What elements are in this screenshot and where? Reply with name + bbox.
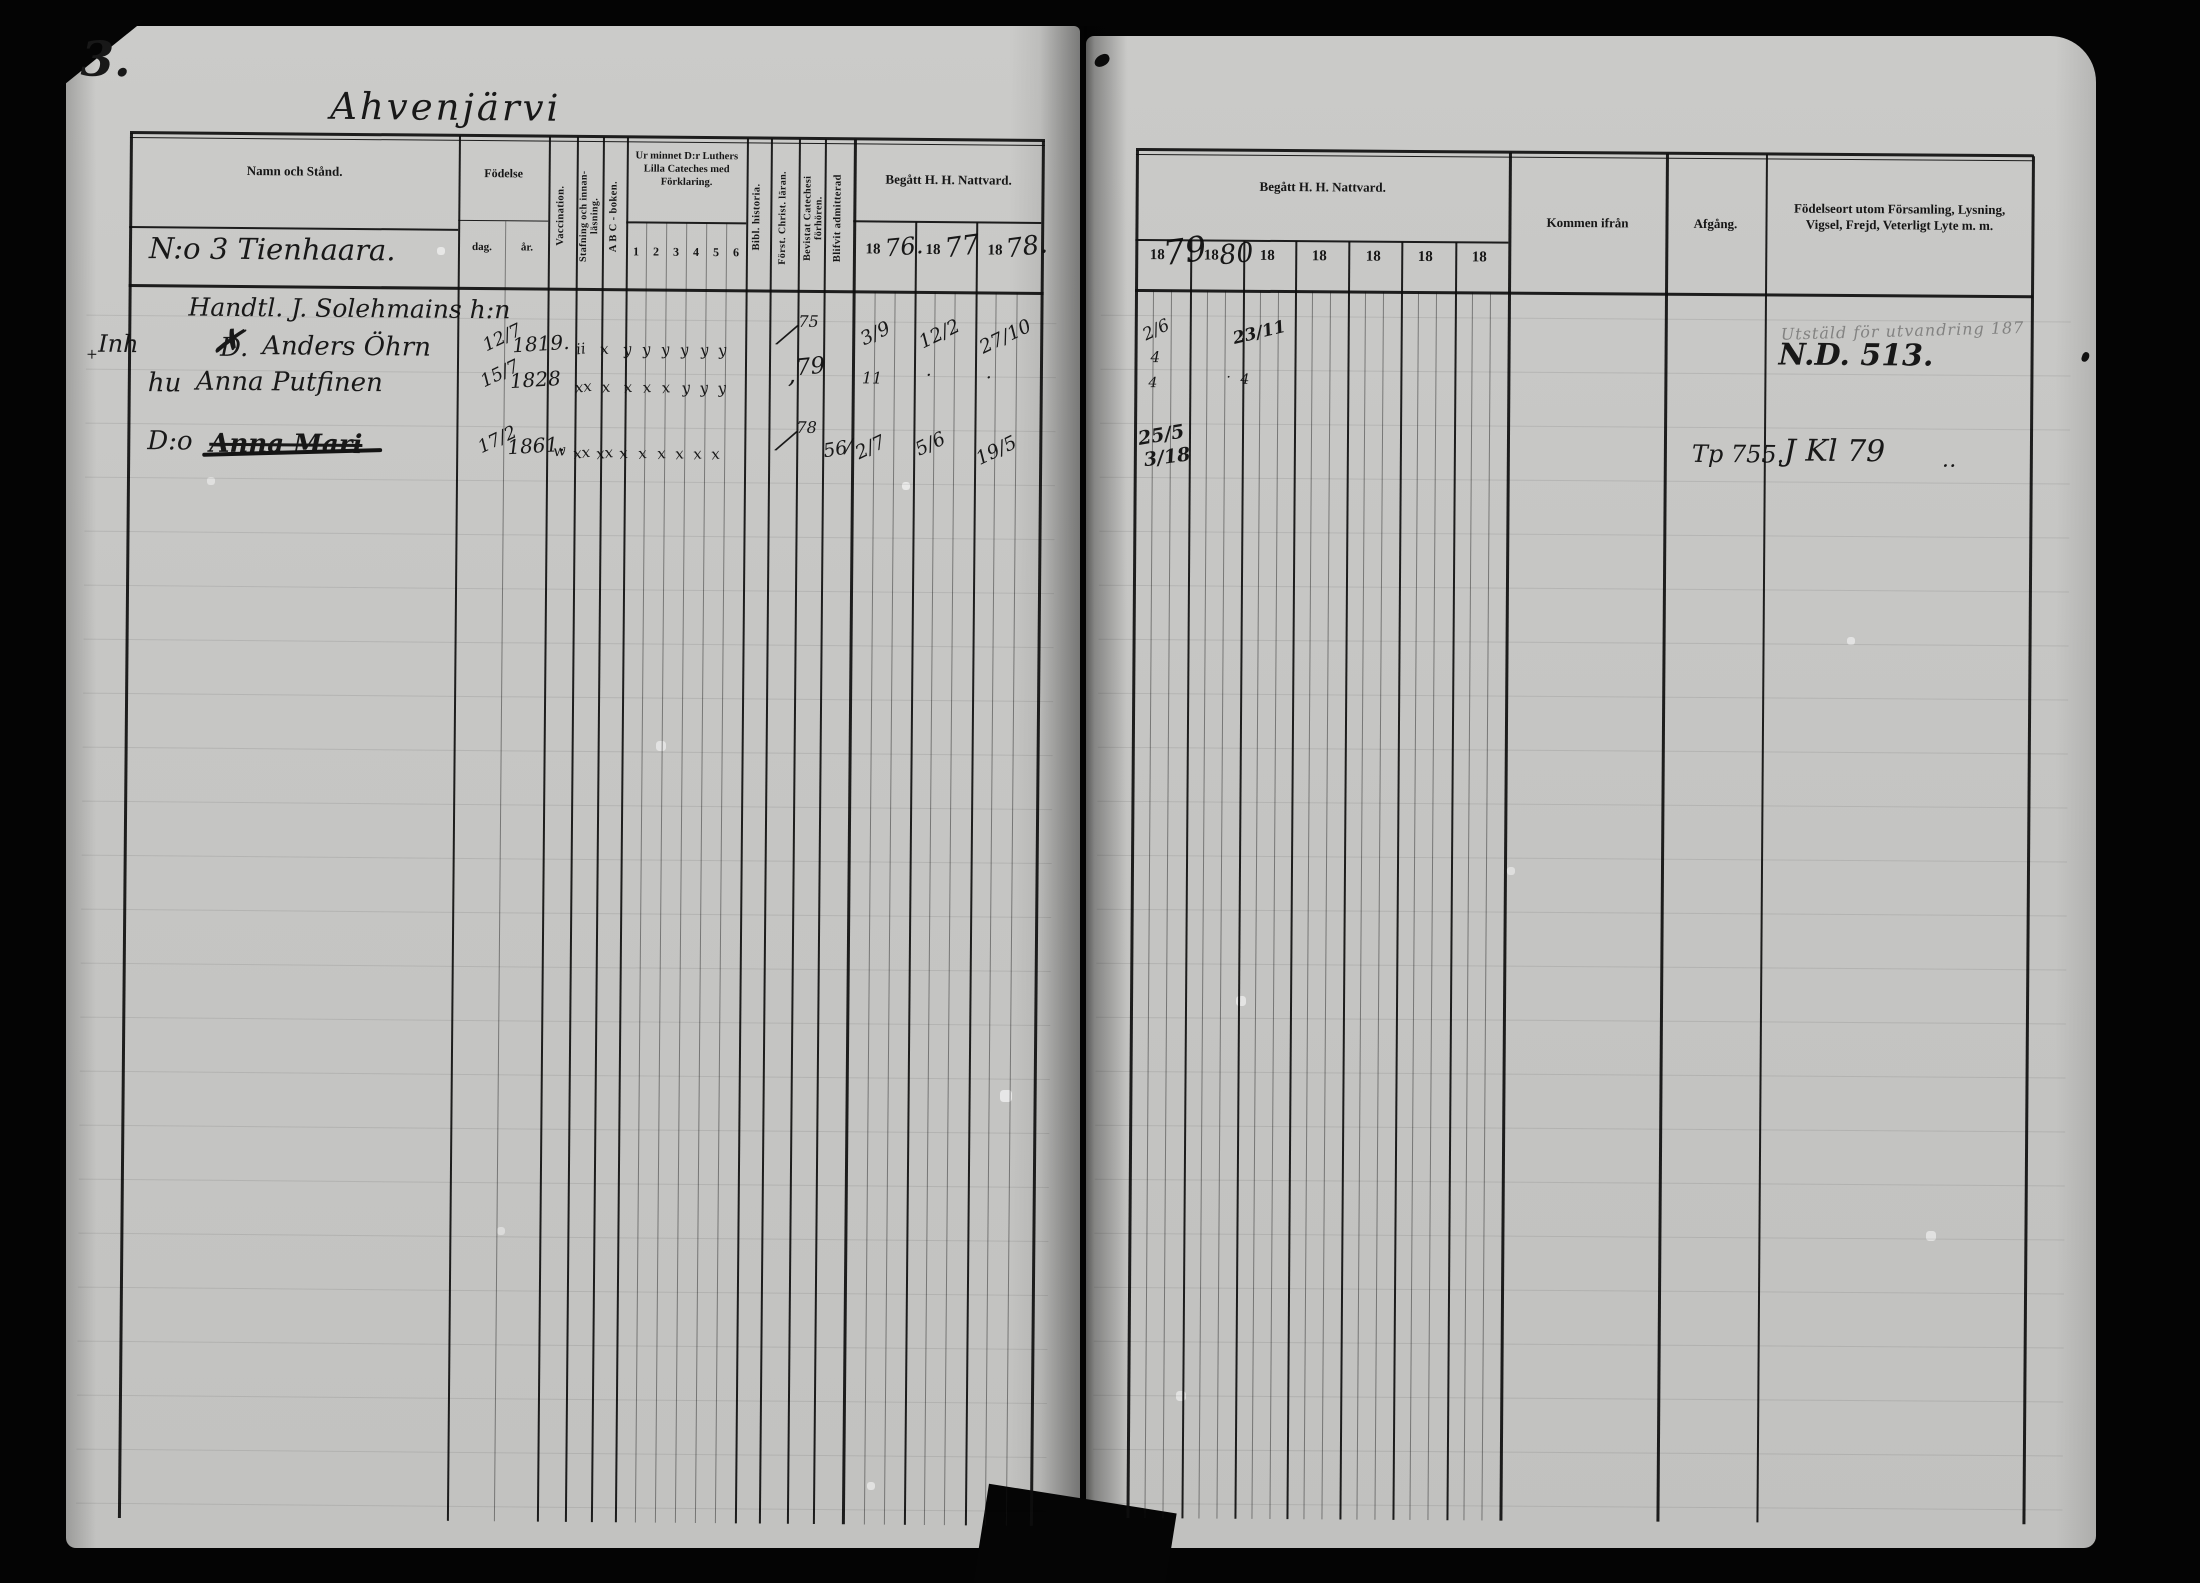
year-printed-5: 18	[1365, 248, 1381, 265]
table-rule	[1100, 422, 2071, 431]
table-rule	[1095, 1124, 2066, 1133]
table-rule	[1095, 1016, 2066, 1025]
table-rule	[1269, 290, 1280, 1519]
table-rule	[1094, 1286, 2065, 1295]
table-rule	[1097, 746, 2068, 755]
table-rule	[1097, 800, 2068, 809]
table-rule	[1656, 153, 1669, 1522]
year-printed-4: 18	[1311, 248, 1327, 265]
table-rule	[1093, 1394, 2064, 1403]
table-rule	[1135, 288, 2034, 299]
communion-1880-row3-dot: ·	[1226, 369, 1231, 386]
table-rule	[1321, 291, 1332, 1520]
col-header-departure: Afgång.	[1693, 215, 1738, 232]
year-printed-7: 18	[1471, 249, 1487, 266]
year-printed-6: 18	[1417, 248, 1433, 266]
table-rule	[1094, 1178, 2065, 1187]
table-rule	[1094, 1232, 2065, 1241]
table-rule	[1095, 1070, 2066, 1079]
table-rule	[1126, 149, 1139, 1518]
remarks-line1: Födelseort utom Församling, Lysning,	[1793, 200, 2006, 218]
table-rule	[1446, 242, 1458, 1521]
communion-1879-row4b: 3/18	[1142, 443, 1192, 472]
year-written-1880: 80	[1217, 237, 1256, 272]
record-reference: N.D. 513.	[1778, 337, 1934, 374]
table-rule	[1339, 241, 1351, 1520]
right-page	[1086, 36, 2096, 1548]
table-rule	[1097, 854, 2068, 863]
remark-row4-dashes: ‥	[1941, 447, 1957, 473]
remark-row4: J Kl 79	[1783, 433, 1886, 470]
table-rule	[2022, 156, 2035, 1525]
table-rule	[1286, 241, 1298, 1520]
table-rule	[1098, 638, 2069, 647]
table-rule	[1099, 476, 2070, 485]
col-header-communion-right: Begått H. H. Nattvard.	[1259, 178, 1386, 195]
communion-1879-row2: 2/6	[1139, 315, 1173, 346]
table-rule	[1096, 908, 2067, 917]
table-rule	[1303, 291, 1314, 1520]
table-rule	[1098, 692, 2069, 701]
table-rule	[1374, 291, 1385, 1520]
table-rule	[1099, 530, 2070, 539]
table-rule	[1356, 291, 1367, 1520]
table-rule	[1481, 292, 1492, 1521]
table-rule	[1198, 290, 1209, 1519]
table-rule	[1098, 584, 2069, 593]
table-rule	[1409, 291, 1420, 1520]
table-rule	[1251, 290, 1262, 1519]
table-rule	[1216, 290, 1227, 1519]
table-rule	[1093, 1340, 2064, 1349]
table-rule	[1499, 152, 1512, 1521]
departure-row4: Tp 755.	[1691, 439, 1785, 469]
table-rule	[1092, 1502, 2063, 1511]
table-rule	[1144, 290, 1155, 1519]
col-header-remarks: Födelseort utom Församling, Lysning, Vig…	[1765, 200, 2033, 234]
table-rule	[1100, 314, 2071, 323]
table-rule	[1756, 154, 1768, 1523]
table-rule	[1463, 292, 1474, 1521]
table-rule	[1392, 241, 1404, 1520]
table-rule	[1092, 1448, 2063, 1457]
table-rule	[1427, 292, 1438, 1521]
table-rule	[1096, 962, 2067, 971]
remarks-line2: Vigsel, Frejd, Veterligt Lyte m. m.	[1805, 216, 1994, 234]
table-rule	[1234, 240, 1246, 1519]
year-printed-3: 18	[1259, 247, 1275, 264]
col-header-come-from: Kommen ifrån	[1546, 214, 1629, 231]
table-rule	[1162, 290, 1173, 1519]
